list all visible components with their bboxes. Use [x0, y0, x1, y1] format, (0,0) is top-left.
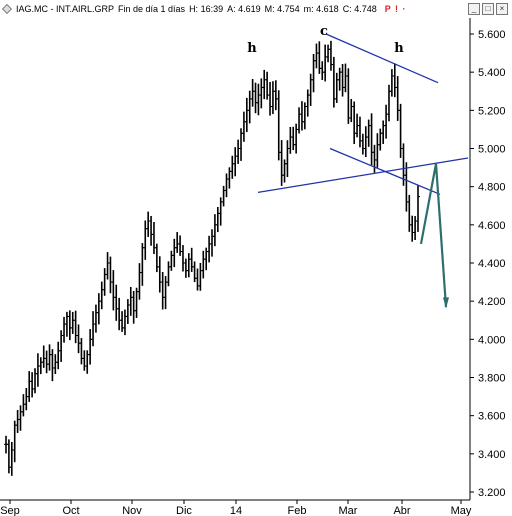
x-tick-label: Feb [288, 505, 307, 516]
chart-title-bar: IAG.MC - INT.AIRL.GRP Fin de día 1 días … [0, 0, 512, 18]
pattern-annotation-label: h [394, 41, 404, 56]
y-tick-label: 3.800 [478, 373, 506, 385]
projection-up-line [419, 163, 438, 245]
y-tick-label: 4.600 [478, 220, 506, 232]
y-tick-label: 5.000 [478, 144, 506, 156]
x-tick-label: Sep [0, 505, 20, 516]
x-tick-label: Nov [122, 505, 142, 516]
restore-button[interactable]: □ [482, 3, 494, 15]
x-tick-label: Abr [393, 505, 410, 516]
x-tick-label: May [451, 505, 472, 516]
status-flags: P ! · [384, 4, 407, 14]
period-label: Fin de día 1 días [118, 4, 186, 14]
y-tick-label: 4.400 [478, 258, 506, 270]
close-label: C: 4.748 [342, 4, 377, 14]
time-label: H: 16:39 [189, 4, 224, 14]
pattern-annotation-label: c [320, 24, 328, 39]
lower-channel-line [329, 147, 441, 195]
y-tick-label: 3.200 [478, 487, 506, 499]
x-tick-label: 14 [230, 505, 242, 516]
y-tick-label: 5.200 [478, 105, 506, 117]
projection-arrowhead [443, 297, 449, 309]
y-tick-label: 4.800 [478, 182, 506, 194]
y-tick-label: 5.400 [478, 67, 506, 79]
low-label: m: 4.618 [303, 4, 339, 14]
minimize-button[interactable]: _ [468, 3, 480, 15]
y-tick-label: 5.600 [478, 29, 506, 41]
close-button[interactable]: × [496, 3, 508, 15]
upper-channel-line [325, 33, 439, 84]
x-tick-label: Oct [62, 505, 79, 516]
pattern-annotation-label: h [247, 41, 257, 56]
neckline-trendline [257, 157, 469, 194]
high-label: M: 4.754 [264, 4, 300, 14]
x-tick-label: Dic [176, 505, 192, 516]
projection-down-line [434, 163, 448, 307]
y-tick-label: 3.400 [478, 449, 506, 461]
open-label: A: 4.619 [227, 4, 261, 14]
symbol-label: IAG.MC - INT.AIRL.GRP [16, 4, 115, 14]
y-tick-label: 4.000 [478, 334, 506, 346]
x-tick-label: Mar [339, 505, 358, 516]
y-tick-label: 3.600 [478, 411, 506, 423]
y-tick-label: 4.200 [478, 296, 506, 308]
